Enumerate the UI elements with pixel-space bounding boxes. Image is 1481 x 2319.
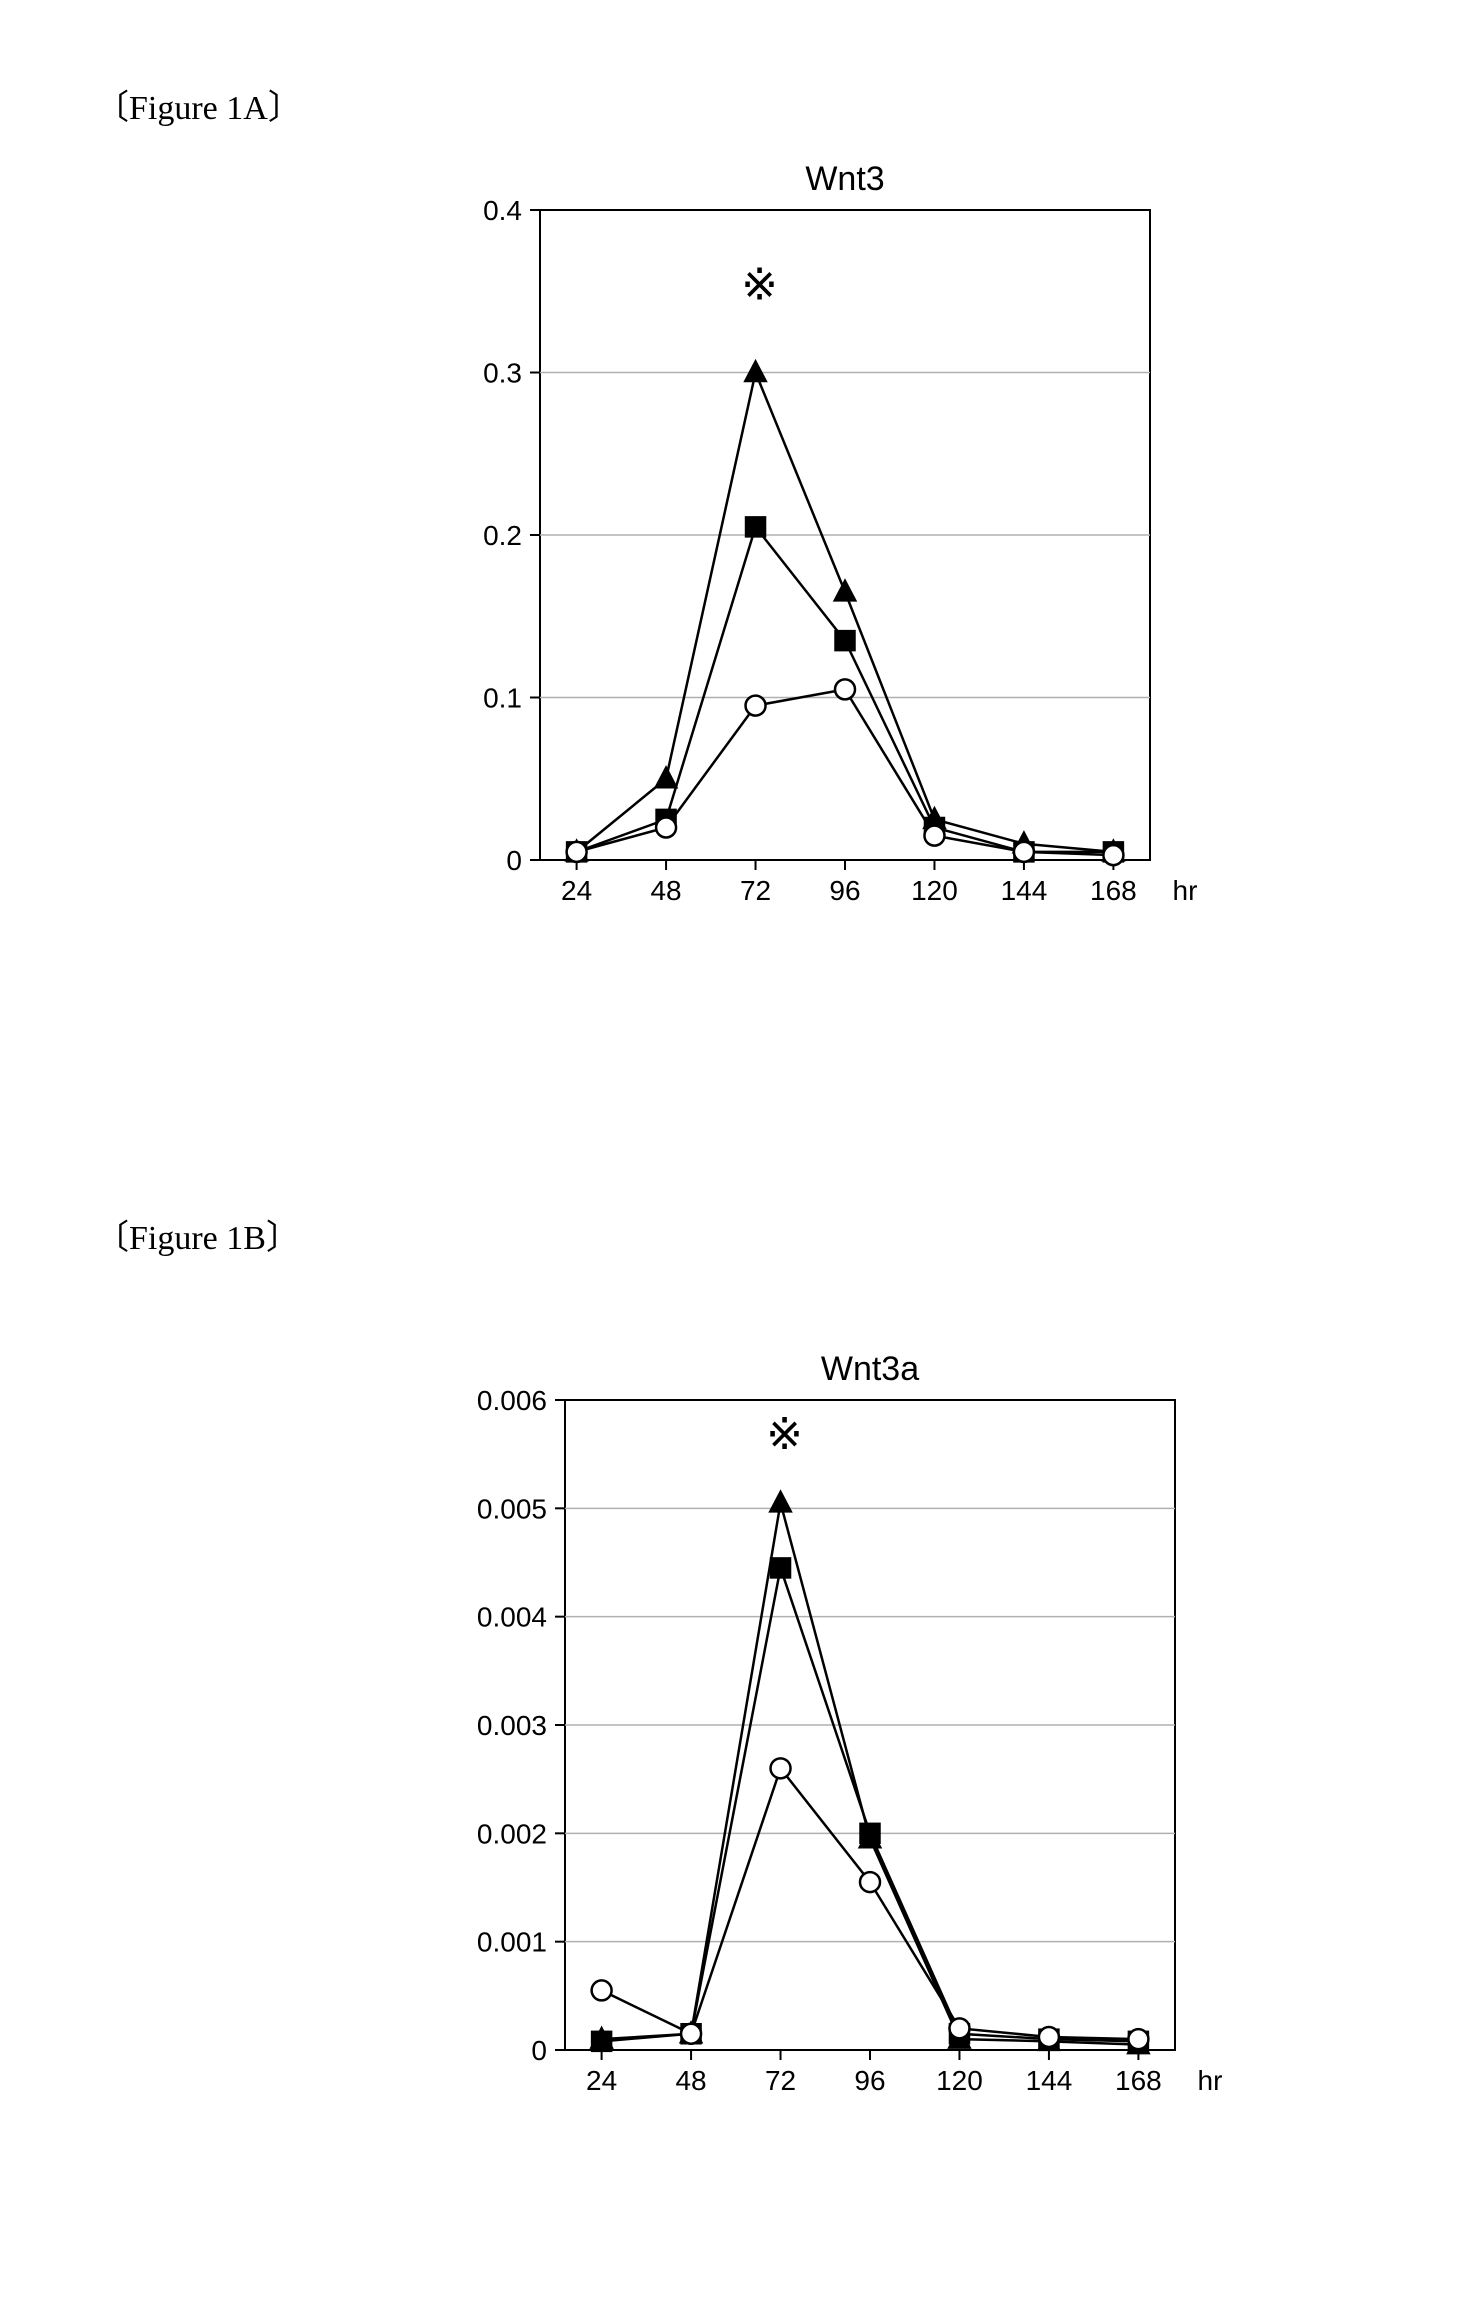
figure-1a-chart: Wnt3 0 0.1 0.2 0.3 0.4 24 48 72 96 120 144 168 hr ※ <box>400 150 1230 940</box>
fig1b-xtick-label: 168 <box>1115 2065 1162 2096</box>
fig1a-xtick-label: 72 <box>740 875 771 906</box>
fig1a-marker-circle <box>1103 845 1123 865</box>
fig1a-marker-circle <box>567 842 587 862</box>
fig1a-xtick-label: 144 <box>1001 875 1048 906</box>
fig1b-title: Wnt3a <box>821 1350 919 1388</box>
fig1b-marker-circle <box>949 2018 969 2038</box>
fig1b-marker-square <box>771 1558 791 1578</box>
fig1b-series-line <box>602 1568 1139 2041</box>
fig1a-ytick-label: 0.3 <box>483 358 522 389</box>
fig1a-marker-triangle <box>655 767 677 788</box>
fig1b-xtick-label: 96 <box>854 2065 885 2096</box>
fig1a-ytick-label: 0.1 <box>483 683 522 714</box>
fig1b-svg: Wnt3a 0 0.001 0.002 0.003 0.004 0.005 0.006 24 48… <box>400 1340 1255 2130</box>
fig1a-ytick-label: 0 <box>506 845 522 876</box>
fig1a-ytick-label: 0.4 <box>483 195 522 226</box>
fig1a-marker-circle <box>1014 842 1034 862</box>
fig1b-series-line <box>602 1768 1139 2039</box>
fig1b-ytick-label: 0.004 <box>477 1602 547 1633</box>
figure-1a-label: 〔Figure 1A〕 <box>95 80 302 129</box>
fig1b-xtick-label: 72 <box>765 2065 796 2096</box>
fig1b-marker-circle <box>860 1872 880 1892</box>
fig1b-ytick-label: 0.001 <box>477 1927 547 1958</box>
figure-1b-chart: Wnt3a 0 0.001 0.002 0.003 0.004 0.005 0.006 24 48… <box>400 1340 1255 2130</box>
fig1b-ytick-label: 0.003 <box>477 1710 547 1741</box>
fig1b-marker-square <box>592 2031 612 2051</box>
fig1b-xtick-label: 144 <box>1026 2065 1073 2096</box>
fig1b-xtick-label: 120 <box>936 2065 983 2096</box>
fig1b-ytick-label: 0.006 <box>477 1385 547 1416</box>
fig1b-annotation: ※ <box>766 1410 803 1459</box>
fig1b-ytick-label: 0.002 <box>477 1818 547 1849</box>
fig1a-marker-triangle <box>834 580 856 601</box>
fig1a-xtick-label: 96 <box>829 875 860 906</box>
fig1a-marker-circle <box>656 818 676 838</box>
fig1a-marker-circle <box>924 826 944 846</box>
figure-1b-label: 〔Figure 1B〕 <box>95 1210 300 1259</box>
fig1b-ytick-label: 0.005 <box>477 1493 547 1524</box>
fig1a-marker-triangle <box>745 361 767 382</box>
fig1b-marker-circle <box>1039 2027 1059 2047</box>
fig1a-x-unit: hr <box>1173 875 1198 906</box>
fig1b-marker-circle <box>771 1758 791 1778</box>
fig1a-marker-circle <box>835 679 855 699</box>
fig1a-marker-square <box>835 631 855 651</box>
fig1a-title: Wnt3 <box>805 160 884 198</box>
fig1a-xtick-label: 120 <box>911 875 958 906</box>
fig1b-marker-square <box>860 1823 880 1843</box>
fig1a-marker-square <box>746 517 766 537</box>
page: 〔Figure 1A〕 Wnt3 0 0.1 0.2 0.3 0.4 24 48 72 96 120… <box>0 0 1481 2319</box>
fig1a-series-line <box>577 373 1114 852</box>
fig1b-marker-circle <box>1128 2029 1148 2049</box>
fig1b-marker-circle <box>681 2024 701 2044</box>
fig1a-marker-circle <box>746 696 766 716</box>
fig1a-xtick-label: 48 <box>650 875 681 906</box>
fig1b-marker-circle <box>592 1980 612 2000</box>
fig1a-annotation: ※ <box>741 260 778 309</box>
fig1b-series-line <box>602 1503 1139 2045</box>
fig1b-xtick-label: 24 <box>586 2065 617 2096</box>
fig1b-marker-triangle <box>770 1491 792 1512</box>
fig1a-xtick-label: 168 <box>1090 875 1137 906</box>
fig1a-xtick-label: 24 <box>561 875 592 906</box>
fig1a-svg: Wnt3 0 0.1 0.2 0.3 0.4 24 48 72 96 120 144 168 hr ※ <box>400 150 1230 940</box>
fig1b-x-unit: hr <box>1198 2065 1223 2096</box>
fig1a-ytick-label: 0.2 <box>483 520 522 551</box>
fig1b-xtick-label: 48 <box>675 2065 706 2096</box>
fig1b-ytick-label: 0 <box>531 2035 547 2066</box>
